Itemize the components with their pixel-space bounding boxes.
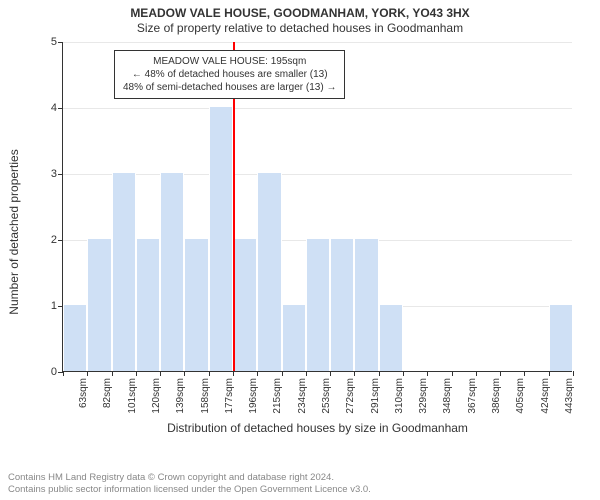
annotation-line: 48% of semi-detached houses are larger (… [123, 81, 336, 94]
x-tick-mark [427, 371, 428, 376]
x-tick-label: 272sqm [345, 378, 356, 414]
x-tick-mark [282, 371, 283, 376]
y-tick-label: 5 [51, 36, 57, 48]
chart-wrap: Number of detached properties Distributi… [44, 42, 584, 422]
y-tick-label: 1 [51, 300, 57, 312]
x-tick-mark [306, 371, 307, 376]
x-tick-mark [452, 371, 453, 376]
x-tick-label: 443sqm [564, 378, 575, 414]
plot-area: Distribution of detached houses by size … [62, 42, 572, 372]
title-block: MEADOW VALE HOUSE, GOODMANHAM, YORK, YO4… [0, 0, 600, 35]
x-tick-mark [112, 371, 113, 376]
histogram-bar [184, 239, 208, 371]
footer-line-2: Contains public sector information licen… [8, 484, 371, 496]
x-tick-label: 101sqm [127, 378, 138, 414]
x-tick-label: 367sqm [467, 378, 478, 414]
x-tick-mark [354, 371, 355, 376]
histogram-bar [160, 173, 184, 371]
chart-title-main: MEADOW VALE HOUSE, GOODMANHAM, YORK, YO4… [0, 6, 600, 20]
y-tick-label: 2 [51, 234, 57, 246]
y-axis-label: Number of detached properties [7, 149, 21, 314]
y-tick-label: 0 [51, 366, 57, 378]
annotation-line: MEADOW VALE HOUSE: 195sqm [123, 55, 336, 68]
histogram-bar [330, 239, 354, 371]
x-tick-label: 310sqm [394, 378, 405, 414]
x-tick-mark [184, 371, 185, 376]
x-tick-label: 158sqm [200, 378, 211, 414]
histogram-bar [136, 239, 160, 371]
histogram-bar [257, 173, 281, 371]
x-tick-mark [379, 371, 380, 376]
histogram-bar [112, 173, 136, 371]
histogram-bar [282, 305, 306, 371]
chart-title-sub: Size of property relative to detached ho… [0, 21, 600, 35]
histogram-bar [233, 239, 257, 371]
x-tick-label: 215sqm [272, 378, 283, 414]
x-tick-label: 196sqm [248, 378, 259, 414]
x-tick-mark [476, 371, 477, 376]
x-tick-mark [160, 371, 161, 376]
y-tick-label: 4 [51, 102, 57, 114]
histogram-bar [87, 239, 111, 371]
x-tick-mark [500, 371, 501, 376]
x-tick-mark [403, 371, 404, 376]
histogram-bar [63, 305, 87, 371]
x-tick-mark [524, 371, 525, 376]
x-tick-mark [136, 371, 137, 376]
x-tick-label: 120sqm [151, 378, 162, 414]
x-tick-mark [209, 371, 210, 376]
y-tick-mark [58, 174, 63, 175]
y-tick-label: 3 [51, 168, 57, 180]
histogram-bar [379, 305, 403, 371]
footer-line-1: Contains HM Land Registry data © Crown c… [8, 472, 371, 484]
gridline [63, 108, 572, 109]
x-tick-label: 82sqm [102, 378, 113, 408]
annotation-box: MEADOW VALE HOUSE: 195sqm← 48% of detach… [114, 50, 345, 99]
histogram-bar [209, 107, 233, 371]
x-tick-mark [573, 371, 574, 376]
x-tick-label: 386sqm [491, 378, 502, 414]
x-tick-label: 139sqm [175, 378, 186, 414]
x-axis-label: Distribution of detached houses by size … [63, 421, 572, 435]
x-tick-mark [549, 371, 550, 376]
y-tick-mark [58, 240, 63, 241]
x-tick-mark [233, 371, 234, 376]
x-tick-mark [257, 371, 258, 376]
histogram-bar [549, 305, 573, 371]
gridline [63, 42, 572, 43]
x-tick-label: 329sqm [418, 378, 429, 414]
histogram-bar [306, 239, 330, 371]
histogram-bar [354, 239, 378, 371]
x-tick-label: 405sqm [515, 378, 526, 414]
x-tick-mark [330, 371, 331, 376]
x-tick-label: 291sqm [370, 378, 381, 414]
x-tick-label: 234sqm [297, 378, 308, 414]
x-tick-label: 253sqm [321, 378, 332, 414]
x-tick-mark [63, 371, 64, 376]
annotation-line: ← 48% of detached houses are smaller (13… [123, 68, 336, 81]
y-tick-mark [58, 42, 63, 43]
footer: Contains HM Land Registry data © Crown c… [8, 472, 371, 496]
x-tick-label: 177sqm [224, 378, 235, 414]
x-tick-mark [87, 371, 88, 376]
x-tick-label: 348sqm [442, 378, 453, 414]
gridline [63, 174, 572, 175]
x-tick-label: 63sqm [78, 378, 89, 408]
x-tick-label: 424sqm [540, 378, 551, 414]
y-tick-mark [58, 108, 63, 109]
